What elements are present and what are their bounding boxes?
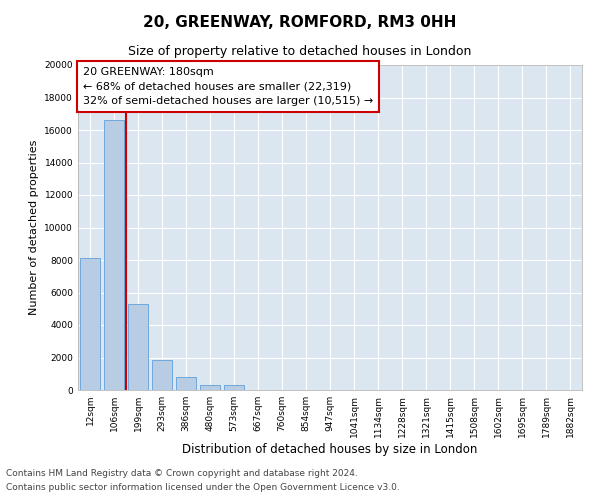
Text: Size of property relative to detached houses in London: Size of property relative to detached ho… bbox=[128, 45, 472, 58]
Bar bbox=[176, 377, 196, 390]
Text: 20 GREENWAY: 180sqm
← 68% of detached houses are smaller (22,319)
32% of semi-de: 20 GREENWAY: 180sqm ← 68% of detached ho… bbox=[83, 66, 373, 106]
Text: Contains public sector information licensed under the Open Government Licence v3: Contains public sector information licen… bbox=[6, 484, 400, 492]
Bar bbox=[200, 385, 220, 390]
Text: Contains HM Land Registry data © Crown copyright and database right 2024.: Contains HM Land Registry data © Crown c… bbox=[6, 468, 358, 477]
Text: 20, GREENWAY, ROMFORD, RM3 0HH: 20, GREENWAY, ROMFORD, RM3 0HH bbox=[143, 15, 457, 30]
Bar bbox=[152, 360, 172, 390]
Y-axis label: Number of detached properties: Number of detached properties bbox=[29, 140, 39, 315]
X-axis label: Distribution of detached houses by size in London: Distribution of detached houses by size … bbox=[182, 442, 478, 456]
Bar bbox=[80, 258, 100, 390]
Bar bbox=[104, 120, 124, 390]
Bar bbox=[128, 304, 148, 390]
Bar bbox=[224, 385, 244, 390]
